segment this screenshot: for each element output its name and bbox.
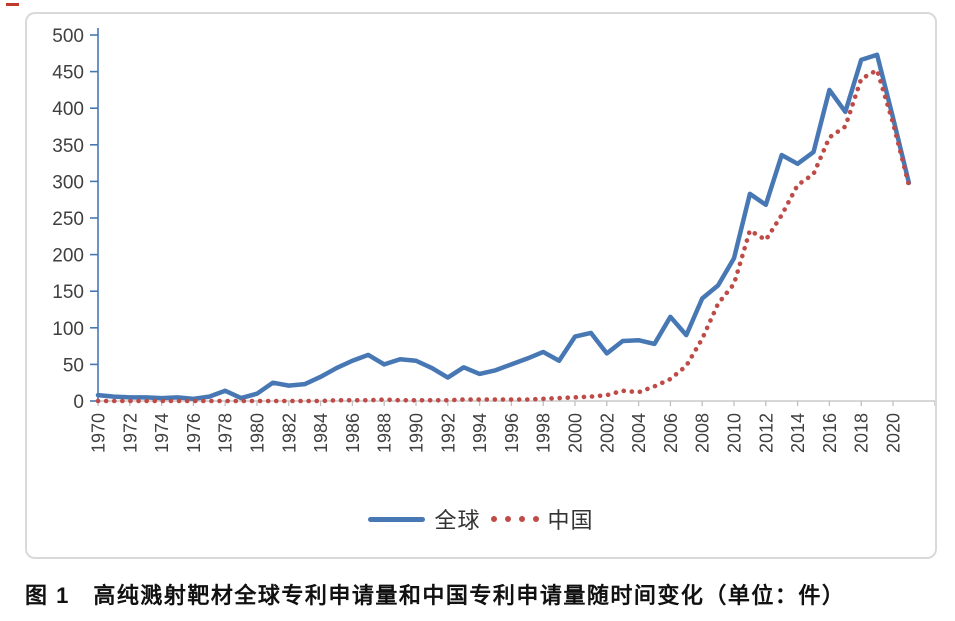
svg-text:1978: 1978: [216, 413, 236, 453]
svg-text:1994: 1994: [470, 413, 490, 453]
legend-dot: [504, 516, 511, 522]
svg-text:1998: 1998: [534, 413, 554, 453]
svg-text:1984: 1984: [311, 413, 331, 453]
svg-text:150: 150: [52, 282, 84, 303]
svg-text:2006: 2006: [661, 413, 681, 453]
legend-dot: [490, 516, 497, 522]
svg-text:1972: 1972: [120, 413, 140, 453]
svg-text:300: 300: [52, 172, 84, 193]
svg-text:1980: 1980: [248, 413, 268, 453]
legend-dot: [518, 516, 525, 522]
chart-frame: 0 50 100 150 200 250 300 350 400 450 500 1970 1972 19…: [25, 12, 937, 559]
legend-swatch-china-dots: [490, 516, 539, 522]
svg-text:2002: 2002: [597, 413, 617, 453]
svg-text:1988: 1988: [375, 413, 395, 453]
svg-text:2020: 2020: [884, 413, 904, 453]
svg-text:1990: 1990: [407, 413, 427, 453]
svg-text:250: 250: [52, 209, 84, 230]
svg-text:100: 100: [52, 319, 84, 340]
svg-text:2000: 2000: [566, 413, 586, 453]
svg-text:2008: 2008: [693, 413, 713, 453]
legend-item-global: 全球: [368, 503, 480, 535]
svg-text:1970: 1970: [89, 413, 109, 453]
svg-text:500: 500: [52, 26, 84, 47]
svg-text:1992: 1992: [438, 413, 458, 453]
figure-caption: 图 1 高纯溅射靶材全球专利申请量和中国专利申请量随时间变化（单位：件）: [25, 583, 846, 608]
svg-text:200: 200: [52, 246, 84, 267]
stray-red-mark: [6, 3, 19, 6]
legend-dot: [532, 516, 539, 522]
svg-text:0: 0: [73, 392, 84, 413]
svg-text:400: 400: [52, 99, 84, 120]
legend-label-global: 全球: [434, 508, 481, 533]
svg-text:1986: 1986: [343, 413, 363, 453]
line-chart: 0 50 100 150 200 250 300 350 400 450 500 1970 1972 19…: [52, 26, 935, 453]
svg-text:1996: 1996: [502, 413, 522, 453]
svg-text:350: 350: [52, 136, 84, 157]
svg-text:1982: 1982: [279, 413, 299, 453]
legend-label-china: 中国: [547, 508, 594, 533]
svg-text:2016: 2016: [820, 413, 840, 453]
svg-text:2010: 2010: [725, 413, 745, 453]
legend-swatch-global-line: [368, 516, 426, 522]
svg-text:50: 50: [63, 355, 84, 376]
svg-text:450: 450: [52, 63, 84, 84]
svg-text:1974: 1974: [152, 413, 172, 453]
svg-text:2014: 2014: [788, 413, 808, 453]
svg-text:2004: 2004: [629, 413, 649, 453]
chart-legend: 全球 中国: [27, 503, 935, 535]
legend-item-china: 中国: [490, 503, 594, 535]
svg-text:2012: 2012: [756, 413, 776, 453]
svg-text:1976: 1976: [184, 413, 204, 453]
svg-text:2018: 2018: [852, 413, 872, 453]
